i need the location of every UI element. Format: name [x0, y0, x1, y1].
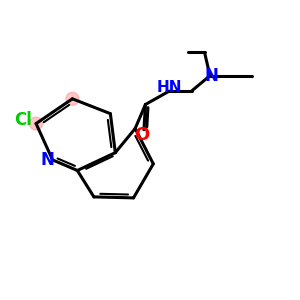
Circle shape [66, 92, 79, 105]
Text: N: N [205, 67, 218, 85]
Text: O: O [134, 126, 149, 144]
Circle shape [29, 117, 43, 130]
Text: Cl: Cl [14, 111, 32, 129]
Text: HN: HN [157, 80, 182, 95]
Text: N: N [40, 151, 54, 169]
